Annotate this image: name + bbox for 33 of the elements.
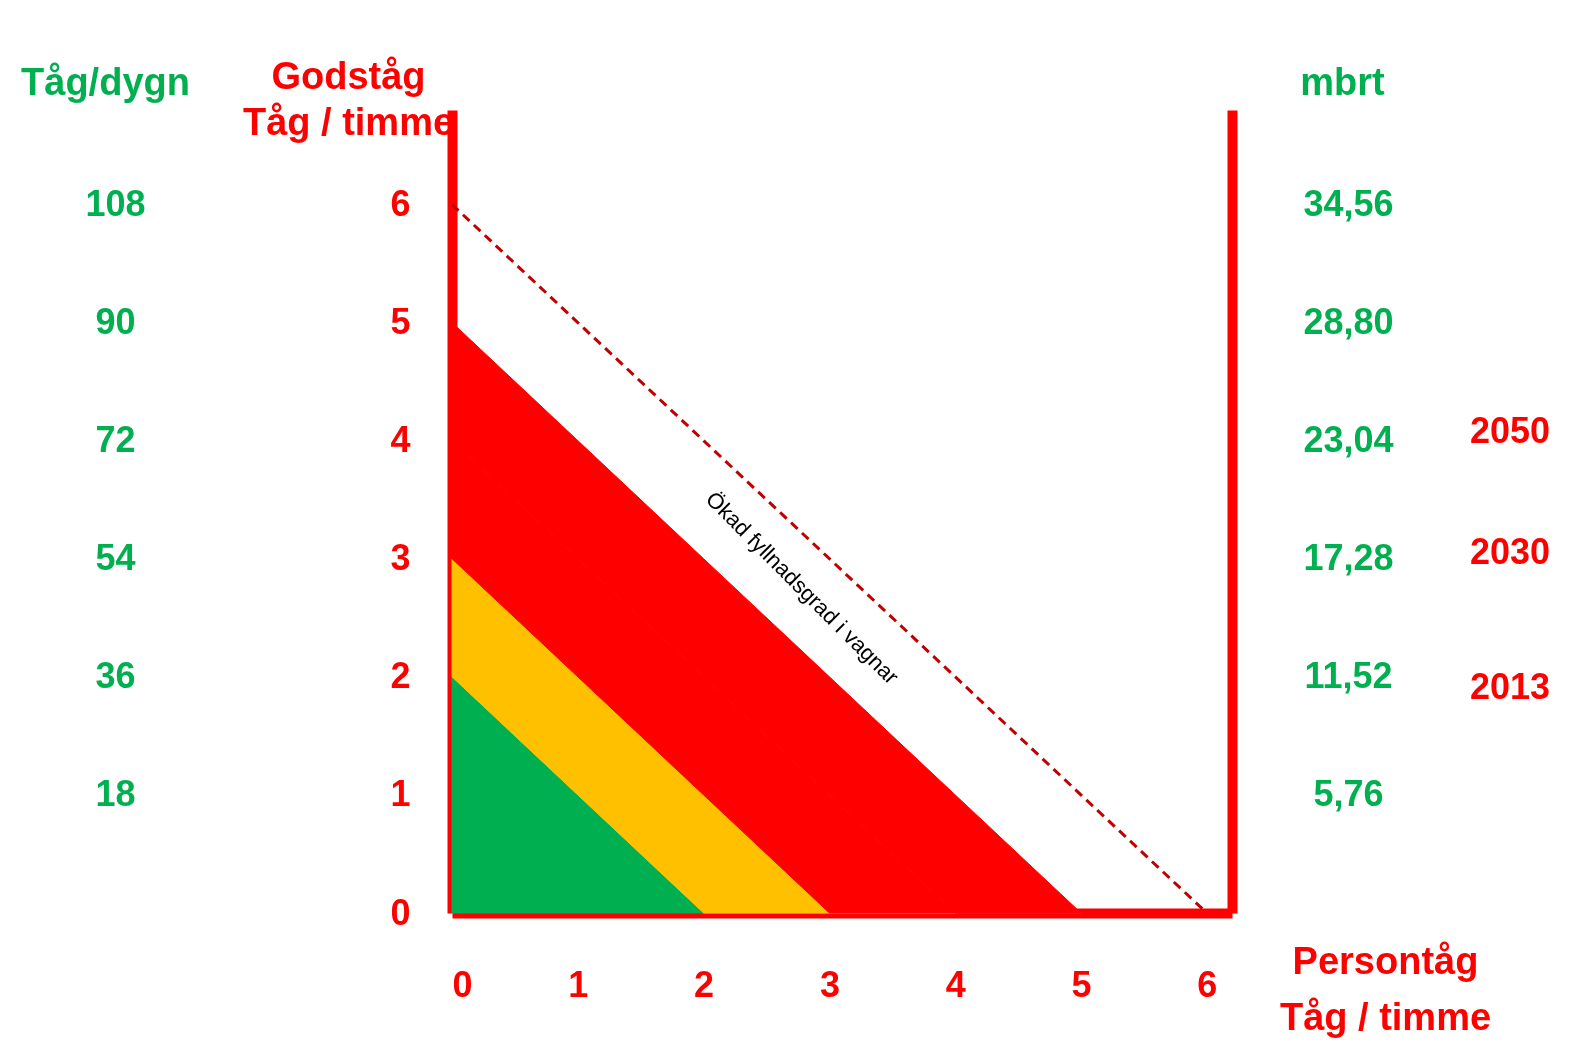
y2-axis-title: mbrt bbox=[1300, 60, 1386, 103]
x-tick-label: 6 bbox=[1197, 963, 1218, 1005]
y2-tick-label: 17,28 bbox=[1303, 537, 1394, 579]
y3-tick-label: 72 bbox=[95, 419, 136, 461]
y-tick-label: 3 bbox=[390, 537, 411, 579]
x-tick-label: 4 bbox=[945, 963, 966, 1005]
y2-tick-label: 34,56 bbox=[1303, 182, 1394, 224]
y-tick-label: 5 bbox=[390, 301, 411, 343]
y-tick-label: 1 bbox=[390, 773, 411, 815]
x-tick-label: 3 bbox=[819, 963, 840, 1005]
x-axis-title: Persontåg Tåg / timme bbox=[1279, 939, 1492, 1038]
y-tick-label: 0 bbox=[390, 891, 411, 933]
text: 2050 bbox=[1469, 410, 1551, 451]
y-tick-label: 6 bbox=[390, 182, 411, 224]
y2-tick-label: 11,52 bbox=[1304, 655, 1393, 697]
y-tick-label: 2 bbox=[390, 655, 411, 697]
y3-tick-label: 90 bbox=[95, 301, 136, 343]
text: 2030 bbox=[1469, 531, 1551, 572]
y3-tick-label: 18 bbox=[95, 773, 136, 815]
x-tick-label: 1 bbox=[568, 963, 589, 1005]
y3-tick-label: 108 bbox=[85, 182, 146, 224]
x-tick-label: 5 bbox=[1071, 963, 1092, 1005]
y3-tick-label: 36 bbox=[95, 655, 136, 697]
y-tick-label: 4 bbox=[390, 419, 411, 461]
x-tick-label: 0 bbox=[452, 963, 473, 1005]
x-tick-label: 2 bbox=[694, 963, 715, 1005]
text: 2013 bbox=[1469, 666, 1551, 707]
y2-tick-label: 5,76 bbox=[1313, 773, 1384, 815]
y2-tick-label: 28,80 bbox=[1303, 301, 1394, 343]
y-axis-title: Godståg Tåg / timme bbox=[242, 54, 455, 143]
y2-tick-label: 23,04 bbox=[1303, 419, 1394, 461]
y3-axis-title: Tåg/dygn bbox=[21, 60, 190, 103]
y3-tick-label: 54 bbox=[95, 537, 136, 579]
